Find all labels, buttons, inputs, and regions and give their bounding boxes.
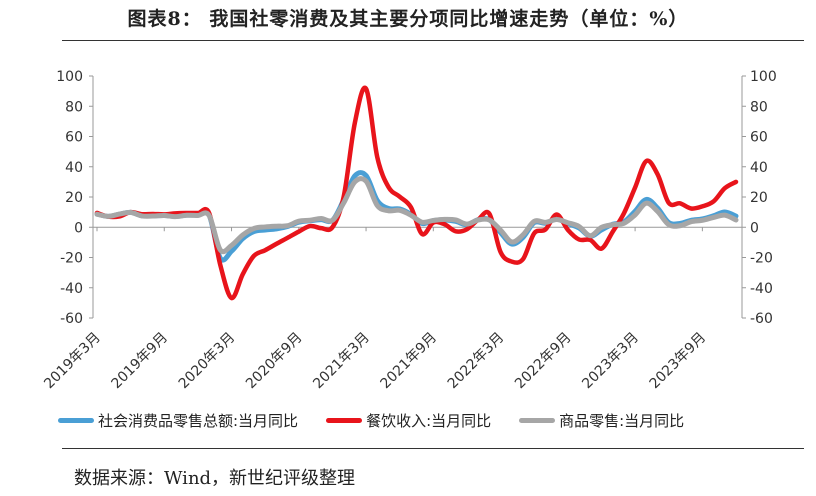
legend-label: 餐饮收入:当月同比: [366, 412, 492, 430]
x-tick-label: 2023年9月: [647, 330, 710, 393]
top-rule: [62, 40, 804, 41]
source-note: 数据来源：Wind，新世纪评级整理: [74, 468, 356, 489]
y-tick-label-left: 100: [56, 69, 83, 85]
y-tick-label-left: 80: [65, 99, 83, 115]
legend-label: 商品零售:当月同比: [559, 412, 685, 430]
x-tick-label: 2020年3月: [176, 330, 239, 393]
legend-swatch: [519, 418, 556, 423]
y-tick-label-left: 60: [65, 130, 83, 146]
y-tick-label-right: 60: [750, 130, 768, 146]
legend-item-goods: 商品零售:当月同比: [519, 410, 684, 431]
legend-label: 社会消费品零售总额:当月同比: [98, 412, 299, 430]
y-tick-label-right: -60: [750, 311, 773, 327]
legend-item-retail-total: 社会消费品零售总额:当月同比: [58, 410, 298, 431]
bottom-rule: [62, 448, 804, 449]
y-tick-label-left: 40: [65, 160, 83, 176]
x-tick-label: 2021年9月: [378, 330, 441, 393]
legend-swatch: [326, 418, 363, 423]
x-tick-label: 2021年3月: [310, 330, 373, 393]
legend: 社会消费品零售总额:当月同比 餐饮收入:当月同比 商品零售:当月同比: [58, 410, 684, 431]
x-tick-label: 2022年9月: [512, 330, 575, 393]
chart-title: 图表8： 我国社零消费及其主要分项同比增速走势（单位：%）: [127, 8, 689, 30]
x-tick-label: 2022年3月: [445, 330, 508, 393]
y-tick-label-left: -40: [60, 281, 83, 297]
y-tick-label-left: -60: [60, 311, 83, 327]
y-tick-label-left: 20: [65, 190, 83, 206]
y-tick-label-left: 0: [74, 220, 83, 236]
y-tick-label-right: 100: [750, 69, 777, 85]
y-tick-label-left: -20: [60, 251, 83, 267]
x-tick-label: 2020年9月: [243, 330, 306, 393]
y-tick-label-right: 20: [750, 190, 768, 206]
y-tick-label-right: 0: [750, 220, 759, 236]
y-tick-label-right: 40: [750, 160, 768, 176]
legend-item-catering: 餐饮收入:当月同比: [326, 410, 491, 431]
x-tick-label: 2019年3月: [41, 330, 104, 393]
x-tick-label: 2023年3月: [579, 330, 642, 393]
x-tick-label: 2019年9月: [108, 330, 171, 393]
series-line-catering: [94, 85, 739, 301]
y-tick-label-right: -40: [750, 281, 773, 297]
y-tick-label-right: 80: [750, 99, 768, 115]
y-tick-label-right: -20: [750, 251, 773, 267]
legend-swatch: [58, 418, 94, 423]
series-line-goods: [94, 176, 739, 255]
